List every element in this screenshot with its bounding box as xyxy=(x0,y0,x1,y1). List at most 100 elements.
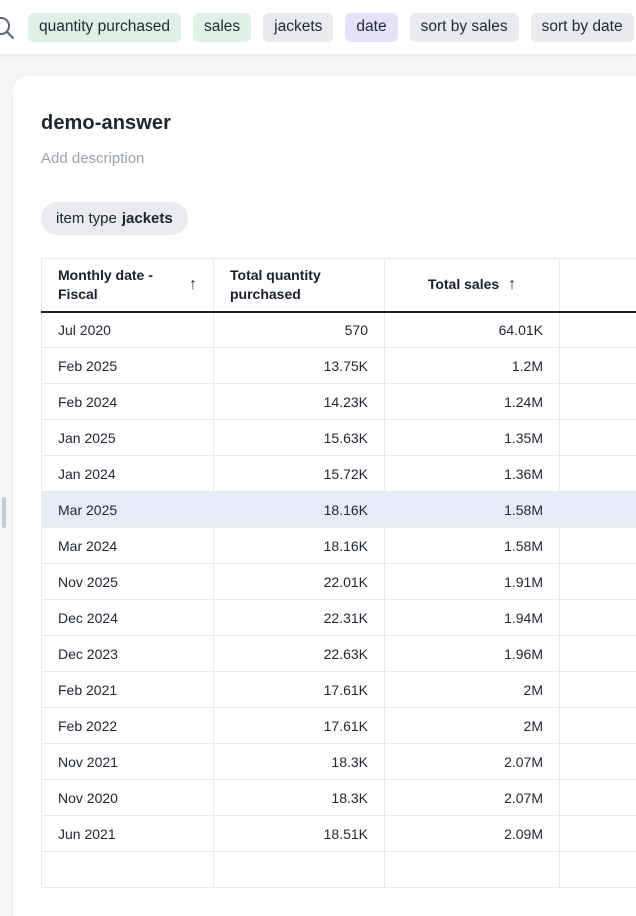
cell-empty xyxy=(560,348,636,384)
cell-date: Jan 2024 xyxy=(42,456,214,492)
cell-sales: 2M xyxy=(385,708,560,744)
cell-quantity: 18.16K xyxy=(214,492,385,528)
cell-quantity: 15.72K xyxy=(214,456,385,492)
cell-sales: 1.35M xyxy=(385,420,560,456)
cell-date: Feb 2024 xyxy=(42,384,214,420)
cell-sales: 1.94M xyxy=(385,600,560,636)
query-token[interactable]: sales xyxy=(193,13,251,42)
cell-empty xyxy=(560,600,636,636)
cell-empty xyxy=(560,672,636,708)
cell-empty xyxy=(560,636,636,672)
cell-date: Dec 2024 xyxy=(42,600,214,636)
column-header[interactable] xyxy=(560,259,636,312)
cell-date: Nov 2021 xyxy=(42,744,214,780)
column-header[interactable]: Monthly date - Fiscal↑ xyxy=(42,259,214,312)
cell-quantity: 17.61K xyxy=(214,672,385,708)
results-table-container: Monthly date - Fiscal↑Total quantity pur… xyxy=(41,258,636,888)
table-header-row: Monthly date - Fiscal↑Total quantity pur… xyxy=(42,259,636,312)
cell-empty xyxy=(42,852,214,888)
cell-empty xyxy=(560,780,636,816)
cell-quantity: 22.31K xyxy=(214,600,385,636)
cell-quantity: 22.63K xyxy=(214,636,385,672)
sort-asc-icon: ↑ xyxy=(508,274,516,296)
cell-sales: 1.58M xyxy=(385,528,560,564)
cell-sales: 2.09M xyxy=(385,816,560,852)
cell-empty xyxy=(560,492,636,528)
cell-quantity: 570 xyxy=(214,312,385,348)
column-header-label: Total quantity purchased xyxy=(230,266,368,304)
column-header[interactable]: Total sales ↑ xyxy=(385,259,560,312)
cell-date: Jun 2021 xyxy=(42,816,214,852)
query-token[interactable]: quantity purchased xyxy=(28,13,181,42)
cell-empty xyxy=(560,420,636,456)
cell-empty xyxy=(560,564,636,600)
cell-empty xyxy=(560,528,636,564)
cell-quantity: 18.16K xyxy=(214,528,385,564)
cell-sales: 1.24M xyxy=(385,384,560,420)
cell-quantity: 17.61K xyxy=(214,708,385,744)
results-table: Monthly date - Fiscal↑Total quantity pur… xyxy=(41,258,636,888)
search-bar: quantity purchased sales jackets date sort b… xyxy=(0,0,636,55)
cell-empty xyxy=(385,852,560,888)
cell-sales: 64.01K xyxy=(385,312,560,348)
cell-empty xyxy=(560,456,636,492)
cell-date: Feb 2021 xyxy=(42,672,214,708)
cell-quantity: 18.3K xyxy=(214,744,385,780)
cell-quantity: 18.3K xyxy=(214,780,385,816)
search-token-list: quantity purchased sales jackets date sort b… xyxy=(28,13,634,42)
cell-empty xyxy=(560,384,636,420)
cell-quantity: 18.51K xyxy=(214,816,385,852)
table-header: Monthly date - Fiscal↑Total quantity pur… xyxy=(42,259,636,312)
cell-date: Nov 2025 xyxy=(42,564,214,600)
cell-sales: 1.2M xyxy=(385,348,560,384)
cell-quantity: 13.75K xyxy=(214,348,385,384)
search-icon[interactable] xyxy=(0,15,16,41)
column-header-label: Total sales xyxy=(428,275,499,294)
add-description[interactable]: Add description xyxy=(41,149,636,168)
cell-quantity: 15.63K xyxy=(214,420,385,456)
table-row-partial[interactable] xyxy=(42,852,636,888)
query-token[interactable]: sort by date xyxy=(531,13,634,42)
cell-date: Mar 2025 xyxy=(42,492,214,528)
column-header[interactable]: Total quantity purchased xyxy=(214,259,385,312)
cell-date: Nov 2020 xyxy=(42,780,214,816)
cell-date: Jul 2020 xyxy=(42,312,214,348)
cell-date: Mar 2024 xyxy=(42,528,214,564)
cell-empty xyxy=(560,312,636,348)
cell-empty xyxy=(560,708,636,744)
cell-empty xyxy=(560,744,636,780)
cell-date: Feb 2022 xyxy=(42,708,214,744)
cell-sales: 2.07M xyxy=(385,780,560,816)
column-header-label: Monthly date - Fiscal xyxy=(58,266,189,304)
cell-quantity: 22.01K xyxy=(214,564,385,600)
page: { "colors": { "token_green": "#ddf1e7", … xyxy=(0,0,636,887)
query-token[interactable]: sort by sales xyxy=(410,13,519,42)
query-token[interactable]: jackets xyxy=(263,13,333,42)
query-token[interactable]: date xyxy=(345,13,397,42)
cell-sales: 1.91M xyxy=(385,564,560,600)
sort-asc-icon: ↑ xyxy=(189,274,197,296)
cell-date: Dec 2023 xyxy=(42,636,214,672)
filter-chip-value: jackets xyxy=(122,210,173,227)
scrollbar-thumb[interactable] xyxy=(2,497,6,528)
answer-title[interactable]: demo-answer xyxy=(41,110,636,136)
cell-sales: 2.07M xyxy=(385,744,560,780)
cell-quantity: 14.23K xyxy=(214,384,385,420)
